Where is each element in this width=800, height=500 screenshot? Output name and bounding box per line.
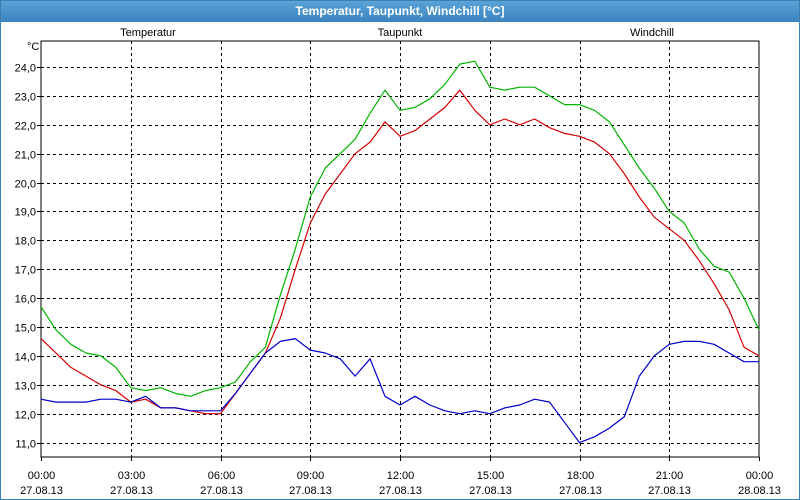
- x-tick-time-label: 00:00: [746, 470, 774, 482]
- y-tick-label: 18,0: [15, 236, 36, 248]
- x-tick-date-label: 27.08.13: [469, 485, 512, 497]
- x-tick-time-label: 12:00: [387, 470, 415, 482]
- x-tick-time-label: 03:00: [118, 470, 146, 482]
- y-tick-label: 17,0: [15, 265, 36, 277]
- x-tick-date-label: 27.08.13: [559, 485, 602, 497]
- legend-entry-windchill: Windchill: [630, 27, 674, 39]
- x-tick-date-label: 27.08.13: [379, 485, 422, 497]
- series-line-windchill: [40, 60, 760, 397]
- x-tick-time-label: 09:00: [297, 470, 325, 482]
- y-tick-label: 19,0: [15, 207, 36, 219]
- x-tick-time-label: 21:00: [656, 470, 684, 482]
- y-tick-label: 21,0: [15, 150, 36, 162]
- x-tick-time-label: 18:00: [567, 470, 595, 482]
- x-tick-time-label: 06:00: [208, 470, 236, 482]
- x-tick-date-label: 28.08.13: [738, 485, 781, 497]
- y-tick-label: 23,0: [15, 92, 36, 104]
- x-tick-date-label: 27.08.13: [110, 485, 153, 497]
- x-tick-date-label: 27.08.13: [20, 485, 63, 497]
- y-tick-label: 12,0: [15, 410, 36, 422]
- y-tick-label: 20,0: [15, 179, 36, 191]
- legend-entry-temperatur: Temperatur: [120, 27, 176, 39]
- x-tick-date-label: 27.08.13: [289, 485, 332, 497]
- series-line-taupunkt: [40, 338, 759, 444]
- y-tick-label: 11,0: [15, 439, 36, 451]
- x-tick-time-label: 00:00: [28, 470, 56, 482]
- legend-entry-taupunkt: Taupunkt: [378, 27, 423, 39]
- y-tick-label: 13,0: [15, 381, 36, 393]
- x-tick-date-label: 27.08.13: [200, 485, 243, 497]
- x-tick-time-label: 15:00: [477, 470, 505, 482]
- y-tick-label: 16,0: [15, 294, 36, 306]
- y-tick-label: 15,0: [15, 323, 36, 335]
- y-tick-label: 14,0: [15, 352, 36, 364]
- y-tick-label: 24,0: [15, 63, 36, 75]
- window-title: Temperatur, Taupunkt, Windchill [°C]: [1, 1, 799, 22]
- y-axis-unit-label: °C: [27, 41, 39, 53]
- x-tick-date-label: 27.08.13: [648, 485, 691, 497]
- y-tick-label: 22,0: [15, 121, 36, 133]
